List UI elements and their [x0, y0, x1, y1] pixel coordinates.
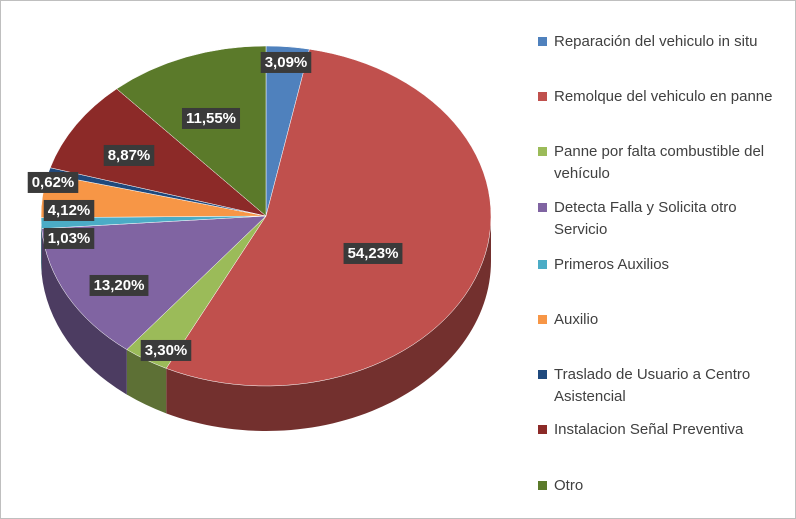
data-label: 1,03% — [43, 227, 95, 249]
data-label-text: 13,20% — [94, 277, 145, 294]
pie-area: 3,09% 54,23% 3,30% 13,20% 1,03% 4,12% 0,62% 8,8… — [27, 45, 492, 431]
data-label: 11,55% — [181, 107, 241, 129]
legend-label: Traslado de Usuario a Centro Asistencial — [554, 366, 751, 405]
legend-item: Otro — [538, 475, 788, 497]
legend-item: Instalacion Señal Preventiva — [538, 419, 788, 441]
slice — [116, 45, 267, 217]
slice-side — [41, 228, 127, 395]
data-label-box — [89, 274, 149, 296]
slice-side — [41, 217, 42, 274]
slice-side — [166, 216, 492, 431]
slice-side — [126, 349, 167, 414]
data-label-text: 1,03% — [48, 230, 91, 247]
data-label: 3,09% — [260, 51, 312, 73]
data-label: 3,30% — [140, 339, 192, 361]
legend-swatch — [538, 370, 547, 379]
data-label-box — [27, 171, 79, 193]
slice — [49, 88, 267, 217]
legend-swatch — [538, 92, 547, 101]
data-label: 8,87% — [103, 144, 155, 166]
data-label-box — [181, 107, 241, 129]
legend-label: Instalacion Señal Preventiva — [554, 421, 744, 438]
legend-item: Panne por falta combustible del vehículo — [538, 141, 788, 185]
legend-label: Otro — [554, 477, 584, 494]
slice — [165, 48, 492, 387]
data-label-box — [43, 227, 95, 249]
data-label: 54,23% — [343, 242, 403, 264]
legend-swatch — [538, 147, 547, 156]
legend-label: Auxilio — [554, 311, 599, 328]
data-label-text: 0,62% — [32, 174, 75, 191]
data-label-box — [343, 242, 403, 264]
data-label-text: 54,23% — [348, 245, 399, 262]
data-label: 4,12% — [43, 199, 95, 221]
data-label: 13,20% — [89, 274, 149, 296]
legend-item: Primeros Auxilios — [538, 254, 788, 276]
data-label-text: 11,55% — [186, 110, 236, 127]
legend-label: Detecta Falla y Solicita otro Servicio — [554, 199, 737, 238]
legend-swatch — [538, 425, 547, 434]
data-label-box — [103, 144, 155, 166]
data-label-box — [260, 51, 312, 73]
data-label-box — [43, 199, 95, 221]
data-label-text: 8,87% — [108, 147, 151, 164]
data-label: 0,62% — [27, 171, 79, 193]
legend-swatch — [538, 260, 547, 269]
legend-item: Traslado de Usuario a Centro Asistencial — [538, 364, 788, 408]
legend-item: Auxilio — [538, 309, 788, 331]
legend-item: Remolque del vehiculo en panne — [538, 86, 788, 108]
legend-label: Panne por falta combustible del vehículo — [554, 143, 765, 182]
legend-swatch — [538, 481, 547, 490]
legend-swatch — [538, 203, 547, 212]
legend-swatch — [538, 37, 547, 46]
legend-item: Detecta Falla y Solicita otro Servicio — [538, 197, 788, 241]
slice — [41, 215, 267, 350]
legend-swatch — [538, 315, 547, 324]
data-label-text: 3,09% — [265, 54, 308, 71]
data-label-box — [140, 339, 192, 361]
data-label-text: 4,12% — [48, 202, 91, 219]
legend-item: Reparación del vehiculo in situ — [538, 31, 788, 53]
legend-label: Remolque del vehiculo en panne — [554, 88, 773, 105]
legend-label: Primeros Auxilios — [554, 256, 670, 273]
data-label-text: 3,30% — [145, 342, 188, 359]
legend-label: Reparación del vehiculo in situ — [554, 33, 758, 50]
